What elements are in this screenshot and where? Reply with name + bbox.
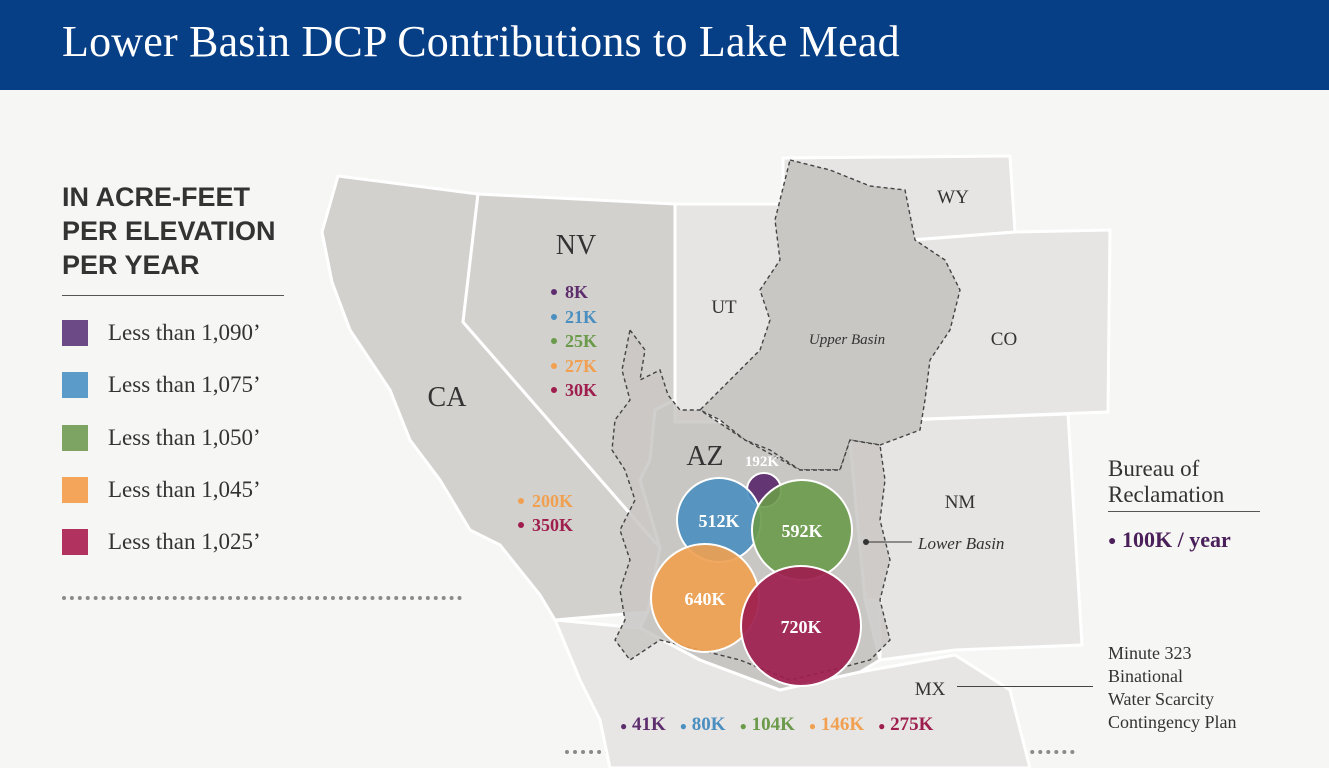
nv-dot-blue xyxy=(551,314,557,320)
state-label-nm: NM xyxy=(945,492,976,513)
ca-value-200k: 200K xyxy=(532,491,573,511)
nv-value-8k: 8K xyxy=(565,282,588,302)
ca-dot-orange xyxy=(518,498,524,504)
state-label-nv: NV xyxy=(556,230,596,261)
bubble-az-720k xyxy=(740,565,862,687)
bureau-value-text: 100K / year xyxy=(1121,527,1231,552)
nv-dot-purple xyxy=(551,289,557,295)
legend-swatch-crimson xyxy=(62,529,88,555)
legend-dotted-divider xyxy=(62,596,462,600)
legend-swatch-blue xyxy=(62,372,88,398)
state-label-co: CO xyxy=(991,329,1017,350)
bureau-title-line: Reclamation xyxy=(1108,482,1225,507)
mx-value-text: 41K xyxy=(632,714,666,735)
legend-swatch-purple xyxy=(62,320,88,346)
legend-item-1090: Less than 1,090’ xyxy=(62,318,261,348)
legend-swatch-green xyxy=(62,425,88,451)
bubble-label-192k: 192K xyxy=(745,454,780,470)
lower-basin-pointer-dot xyxy=(863,539,869,545)
header-banner: Lower Basin DCP Contributions to Lake Me… xyxy=(0,0,1329,90)
upper-basin-label: Upper Basin xyxy=(809,332,885,348)
legend-title-line: PER YEAR xyxy=(62,250,200,280)
nv-value-30k: 30K xyxy=(565,380,597,400)
bubble-label-512k: 512K xyxy=(698,511,739,531)
state-label-az: AZ xyxy=(686,441,723,472)
legend-label: Less than 1,090’ xyxy=(108,320,261,345)
bureau-bullet: ● xyxy=(1108,533,1117,549)
legend-title-line: IN ACRE-FEET xyxy=(62,182,250,212)
nv-value-21k: 21K xyxy=(565,307,597,327)
nv-value-27k: 27K xyxy=(565,356,597,376)
nv-value-25k: 25K xyxy=(565,331,597,351)
bureau-title-line: Bureau of xyxy=(1108,456,1200,481)
legend-divider xyxy=(62,295,284,296)
mx-value-text: 275K xyxy=(890,714,934,735)
state-label-ut: UT xyxy=(711,297,737,318)
lower-basin-label: Lower Basin xyxy=(917,534,1004,553)
bullet-icon: ● xyxy=(620,719,628,733)
mx-value-146k: ● 146K xyxy=(809,714,864,736)
state-label-mx: MX xyxy=(915,679,946,700)
ca-value-350k: 350K xyxy=(532,515,573,535)
mx-value-275k: ● 275K xyxy=(878,714,933,736)
legend-item-1025: Less than 1,025’ xyxy=(62,527,261,557)
legend-item-1050: Less than 1,050’ xyxy=(62,423,261,453)
state-label-wy: WY xyxy=(937,187,969,208)
legend-label: Less than 1,075’ xyxy=(108,372,261,397)
bullet-icon: ● xyxy=(739,719,747,733)
nv-dot-orange xyxy=(551,363,557,369)
bubble-label-640k: 640K xyxy=(684,589,725,609)
mx-value-104k: ● 104K xyxy=(740,714,795,736)
bullet-icon: ● xyxy=(878,719,886,733)
mx-pointer-line xyxy=(957,686,1093,687)
mx-value-80k: ● 80K xyxy=(680,714,726,736)
legend-title: IN ACRE-FEET PER ELEVATION PER YEAR xyxy=(62,180,276,282)
minute-323-block: Minute 323 Binational Water Scarcity Con… xyxy=(1108,642,1237,734)
mexico-values: ● 41K ● 80K ● 104K ● 146K ● 275K xyxy=(620,714,933,736)
bureau-block: Bureau of Reclamation xyxy=(1108,456,1224,508)
bubble-label-592k: 592K xyxy=(781,521,822,541)
bureau-value: ● 100K / year xyxy=(1108,527,1231,553)
minute-line: Binational xyxy=(1108,666,1183,686)
bullet-icon: ● xyxy=(808,719,817,733)
state-label-ca: CA xyxy=(428,382,468,413)
legend-item-1045: Less than 1,045’ xyxy=(62,475,261,505)
ca-dot-crimson xyxy=(518,522,524,528)
bubble-label-720k: 720K xyxy=(780,617,821,637)
mx-value-41k: ● 41K xyxy=(620,714,666,736)
mx-value-text: 104K xyxy=(751,714,795,735)
nv-dot-crimson xyxy=(551,387,557,393)
page-title: Lower Basin DCP Contributions to Lake Me… xyxy=(62,17,900,66)
minute-line: Water Scarcity xyxy=(1108,689,1214,709)
minute-line: Contingency Plan xyxy=(1108,712,1237,732)
legend-label: Less than 1,050’ xyxy=(108,425,261,450)
legend-item-1075: Less than 1,075’ xyxy=(62,370,261,400)
legend-swatch-orange xyxy=(62,477,88,503)
minute-line: Minute 323 xyxy=(1108,643,1192,663)
nv-dot-green xyxy=(551,338,557,344)
legend-label: Less than 1,025’ xyxy=(108,529,261,554)
legend-title-line: PER ELEVATION xyxy=(62,216,276,246)
bullet-icon: ● xyxy=(679,719,688,733)
bureau-divider xyxy=(1108,511,1260,512)
legend-label: Less than 1,045’ xyxy=(108,477,261,502)
mx-value-text: 146K xyxy=(820,714,865,735)
mx-value-text: 80K xyxy=(691,714,726,735)
